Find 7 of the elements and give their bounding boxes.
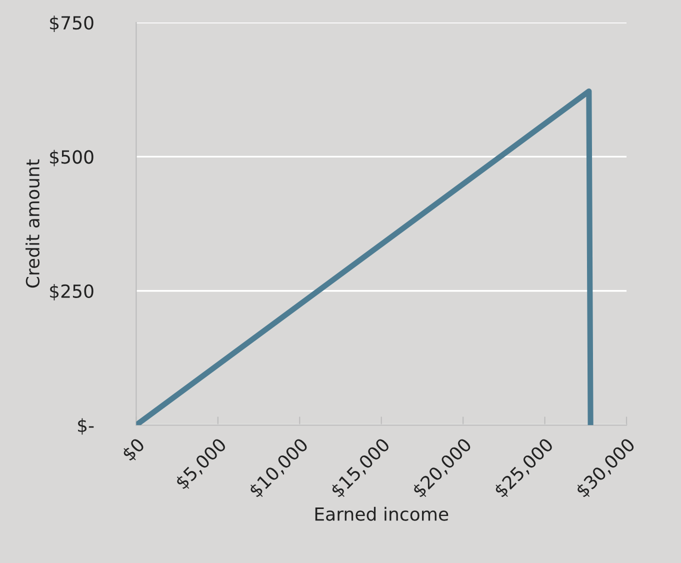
x-tick-label: $0 [121,437,147,463]
y-tick-label: $250 [50,284,94,300]
y-axis-title: Credit amount [26,159,40,288]
x-axis-title: Earned income [315,506,448,521]
y-tick-label: $- [78,418,94,435]
y-tick-label: $750 [50,16,94,32]
y-tick-label: $500 [50,150,94,166]
